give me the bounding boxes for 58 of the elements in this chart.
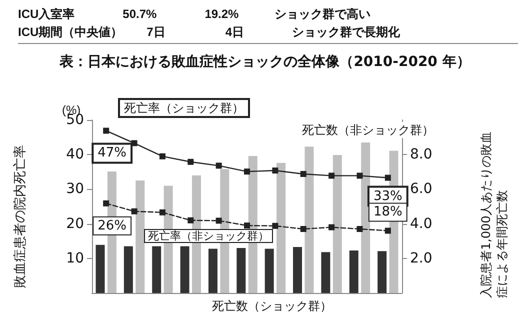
bar [293, 246, 302, 293]
y-tick-label: 10 [66, 250, 84, 266]
point [244, 222, 250, 229]
point [328, 224, 335, 230]
y-tick-label: 30 [66, 181, 84, 198]
point [272, 168, 278, 174]
bar [152, 246, 162, 293]
bar [361, 142, 370, 293]
bar [236, 248, 246, 293]
point [159, 209, 166, 216]
series-label: 死亡率（非ショック群） [148, 230, 269, 242]
point [188, 158, 194, 165]
point [131, 208, 138, 214]
y-tick-label: 20 [66, 216, 84, 232]
data-label: 47% [98, 146, 127, 161]
bar [124, 246, 133, 293]
point [300, 226, 306, 232]
bar [378, 251, 387, 293]
point [356, 172, 363, 179]
point [272, 222, 278, 229]
point [103, 200, 110, 206]
bar [208, 248, 218, 293]
bar [180, 246, 190, 293]
series-label: 死亡数（ショック群） [212, 299, 332, 313]
point [356, 226, 363, 232]
point [131, 140, 138, 146]
point [300, 170, 306, 177]
bar [136, 180, 145, 293]
chart-title: 表：日本における敗血症性ショックの全体像（2010-2020 年） [58, 53, 470, 70]
point [159, 153, 166, 160]
point [216, 162, 222, 169]
series-label: 死亡率（ショック群） [124, 101, 244, 115]
point [216, 218, 222, 224]
bar [332, 154, 342, 293]
y2-tick-label: 8.0 [410, 146, 432, 163]
data-label: 26% [98, 218, 127, 234]
y2-tick-label: 4.0 [410, 216, 432, 232]
y-tick-label: 40 [66, 146, 84, 163]
y2-tick-label: 2.0 [410, 250, 432, 266]
text: ICU期間（中央値） 7日 4日 ショック群で長期化 [18, 25, 402, 39]
data-label: 18% [373, 204, 402, 220]
bar [321, 252, 330, 293]
bar [349, 250, 358, 293]
data-label: 33% [373, 188, 402, 204]
y2-axis-title: 入院患者1,000人あたりの敗血症による年間死亡数 [479, 132, 509, 298]
bar [276, 162, 286, 293]
point [328, 172, 335, 179]
y-axis-title: 敗血症患者の院内死亡率 [12, 145, 28, 288]
y2-tick-label: 6.0 [410, 181, 432, 198]
point [244, 168, 250, 175]
series-label: 死亡数（非ショック群） [302, 123, 434, 137]
point [384, 174, 391, 181]
bar [304, 146, 314, 293]
point [384, 228, 391, 234]
bar [264, 248, 274, 293]
point [103, 128, 110, 134]
point [188, 217, 194, 224]
bar [96, 244, 105, 293]
